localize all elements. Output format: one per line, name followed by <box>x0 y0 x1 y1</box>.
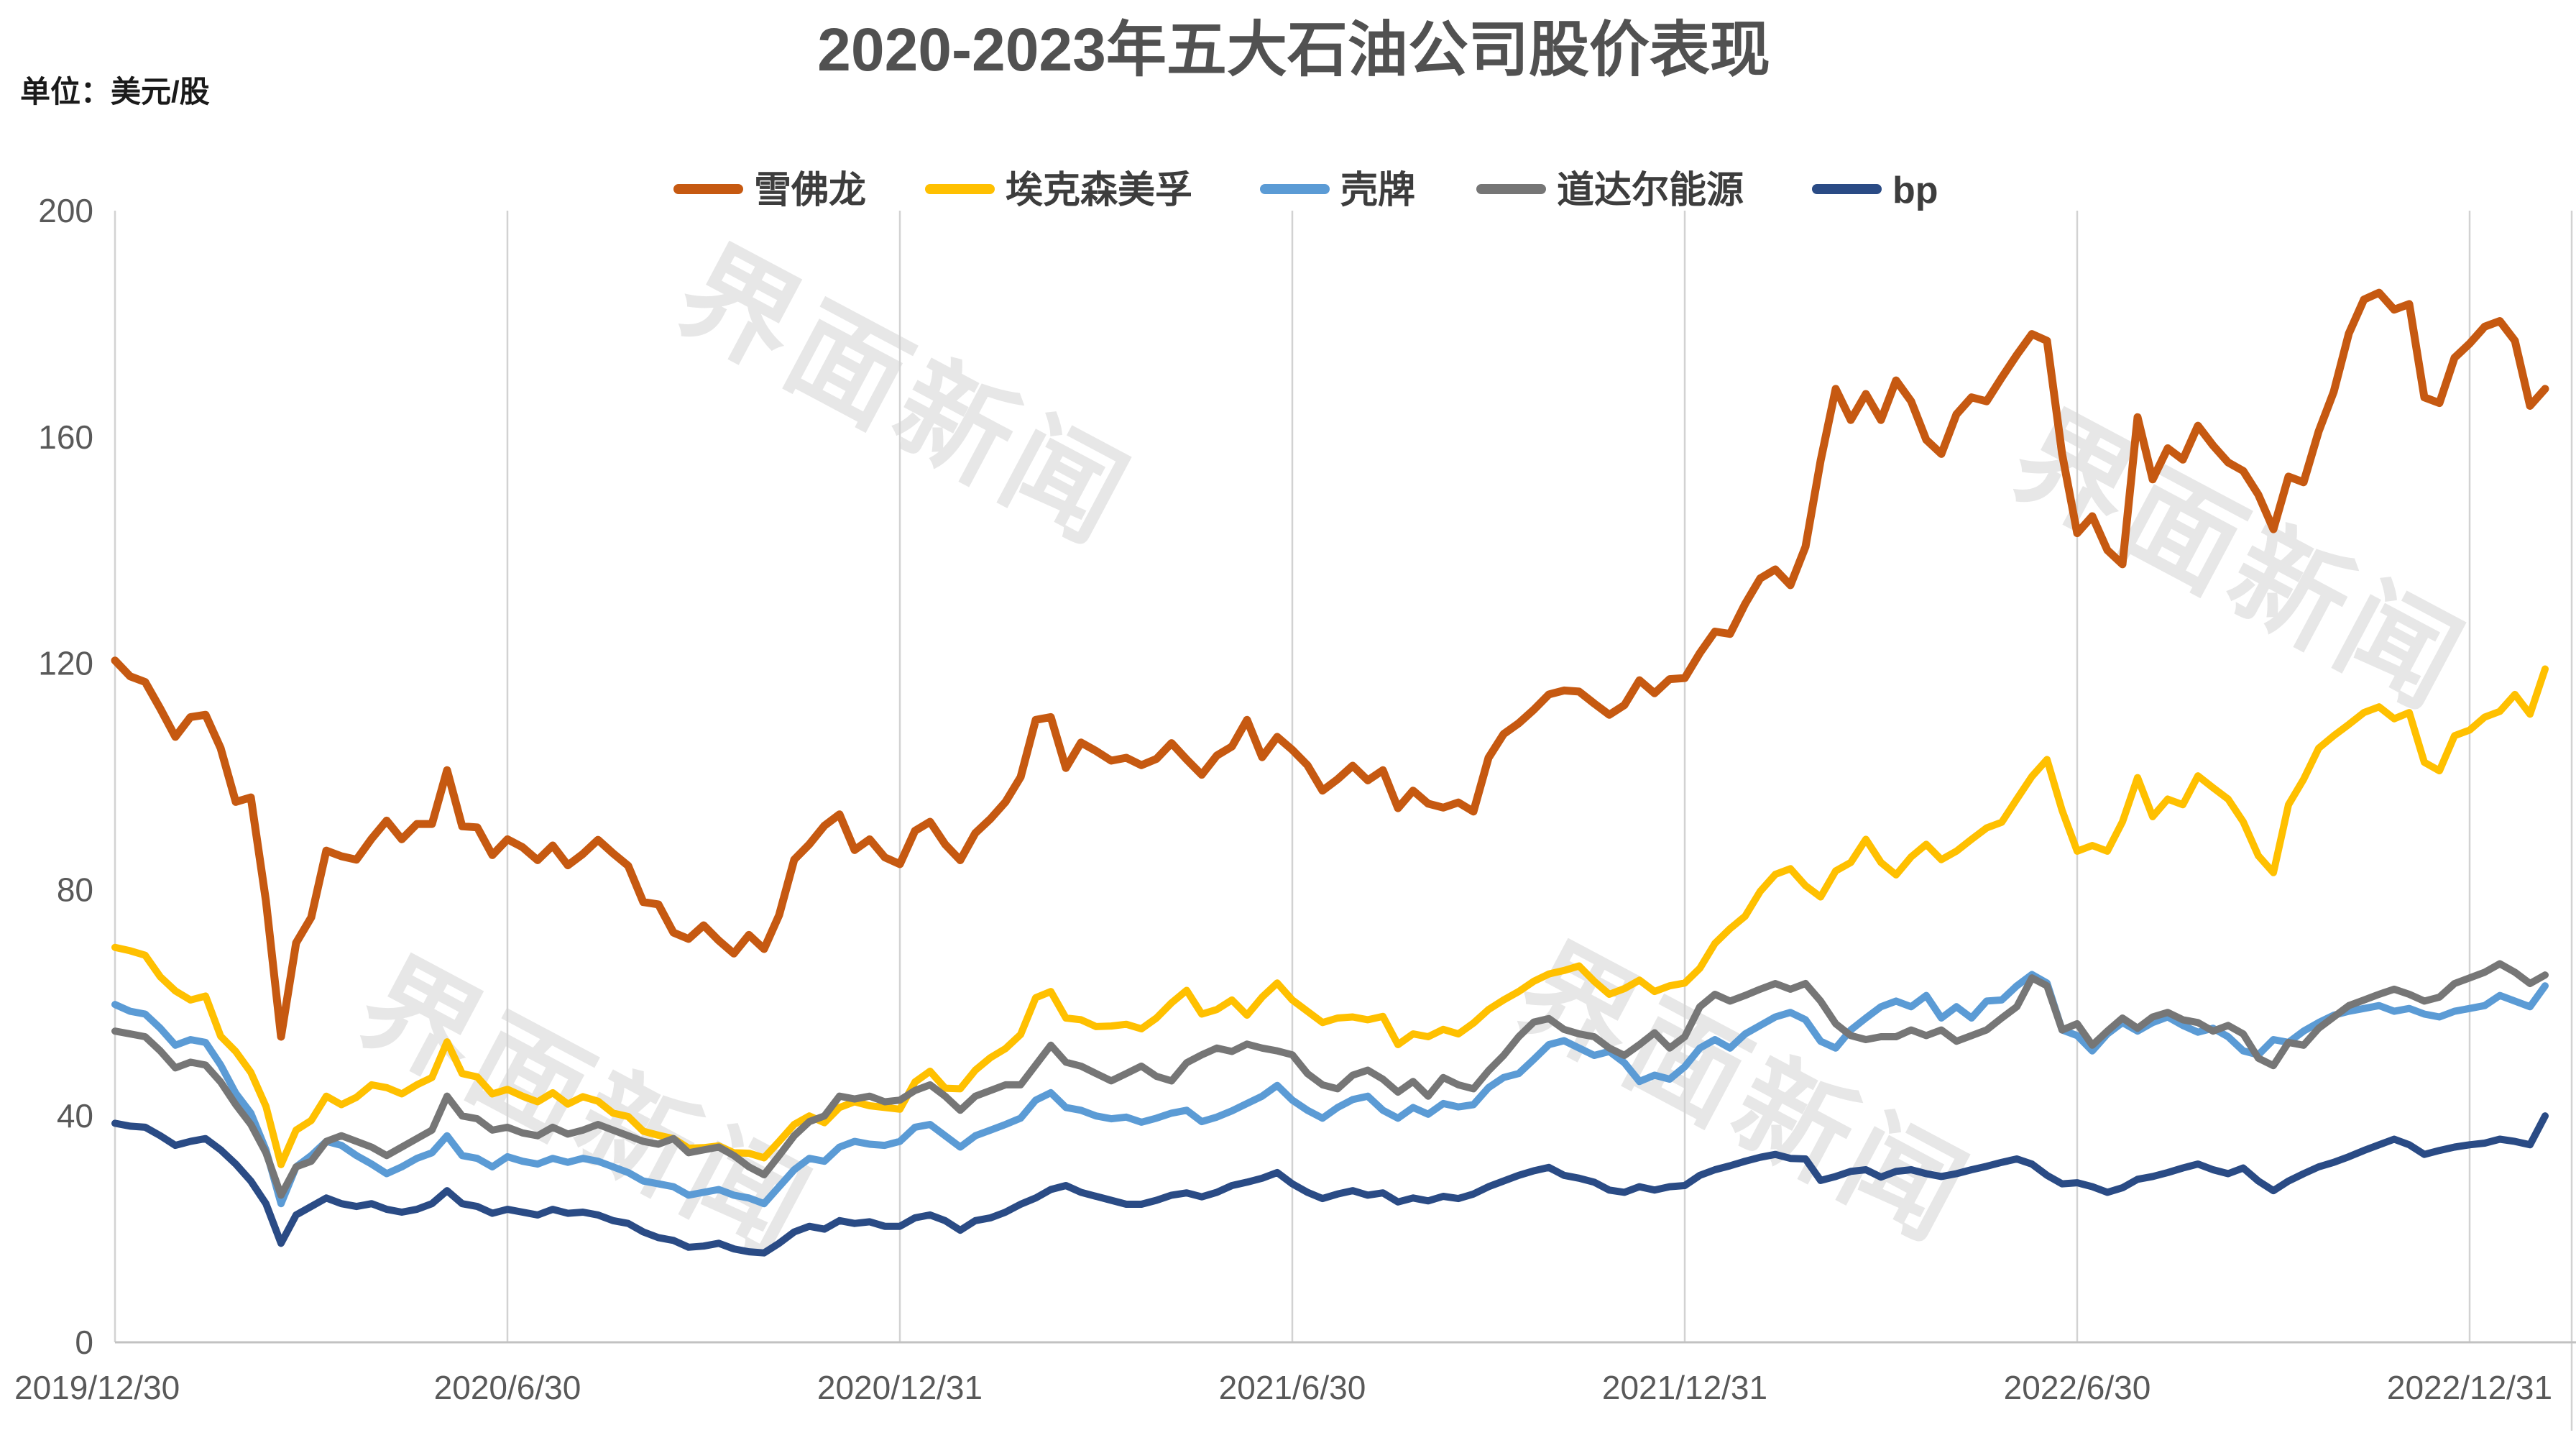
x-axis-tick-label: 2020/12/31 <box>817 1369 983 1406</box>
legend-swatch-3 <box>1260 184 1330 194</box>
legend-swatch-4 <box>1476 184 1546 194</box>
legend-label: 埃克森美孚 <box>1006 170 1192 211</box>
series-layer <box>111 288 2549 1257</box>
legend-swatch-2 <box>925 184 995 194</box>
x-axis-tick-label: 2021/6/30 <box>1219 1369 1366 1406</box>
x-axis-tick-label: 2019/12/30 <box>14 1369 180 1406</box>
legend-swatch-5 <box>1812 184 1882 194</box>
legend-item[interactable]: 道达尔能源 <box>1476 170 1744 211</box>
x-axis-tick-label: 2020/6/30 <box>434 1369 581 1406</box>
legend-label: 壳牌 <box>1340 170 1415 211</box>
axis-labels: 2019/12/30 2020/6/30 2020/12/31 2021/6/30 20… <box>14 192 2552 1406</box>
legend-item[interactable]: 雪佛龙 <box>673 170 866 211</box>
grid-layer <box>114 211 2576 1431</box>
unit-label: 单位：美元/股 <box>20 75 210 109</box>
series-line-雪佛龙 <box>111 288 2549 1041</box>
x-axis-tick-label: 2022/6/30 <box>2004 1369 2151 1406</box>
y-axis-tick-label: 120 <box>38 645 93 682</box>
y-axis-tick-label: 0 <box>75 1324 93 1361</box>
legend-label: bp <box>1892 170 1938 211</box>
legend-label: 雪佛龙 <box>754 170 866 211</box>
y-axis-tick-label: 40 <box>57 1097 93 1135</box>
y-axis-tick-label: 160 <box>38 418 93 456</box>
legend-item[interactable]: bp <box>1812 170 1938 211</box>
legend-label: 道达尔能源 <box>1557 170 1744 211</box>
watermark-text: 界面新闻 <box>659 224 1151 567</box>
watermark-text: 界面新闻 <box>341 936 832 1279</box>
x-axis-tick-label: 2022/12/31 <box>2387 1369 2552 1406</box>
chart-legend: 雪佛龙 埃克森美孚 壳牌 道达尔能源 bp <box>673 170 1938 211</box>
y-axis-tick-label: 80 <box>57 871 93 908</box>
legend-item[interactable]: 壳牌 <box>1260 170 1415 211</box>
series-line-道达尔能源 <box>111 960 2549 1199</box>
series-line-埃克森美孚 <box>111 665 2549 1168</box>
chart-title: 2020-2023年五大石油公司股价表现 <box>817 16 1770 83</box>
y-axis-tick-label: 200 <box>38 192 93 229</box>
series-line-bp <box>111 1112 2549 1257</box>
x-axis-tick-label: 2021/12/31 <box>1602 1369 1767 1406</box>
watermark-text: 界面新闻 <box>1994 390 2485 733</box>
watermark-text: 界面新闻 <box>1498 922 1990 1265</box>
legend-swatch-1 <box>673 184 743 194</box>
legend-item[interactable]: 埃克森美孚 <box>925 170 1192 211</box>
